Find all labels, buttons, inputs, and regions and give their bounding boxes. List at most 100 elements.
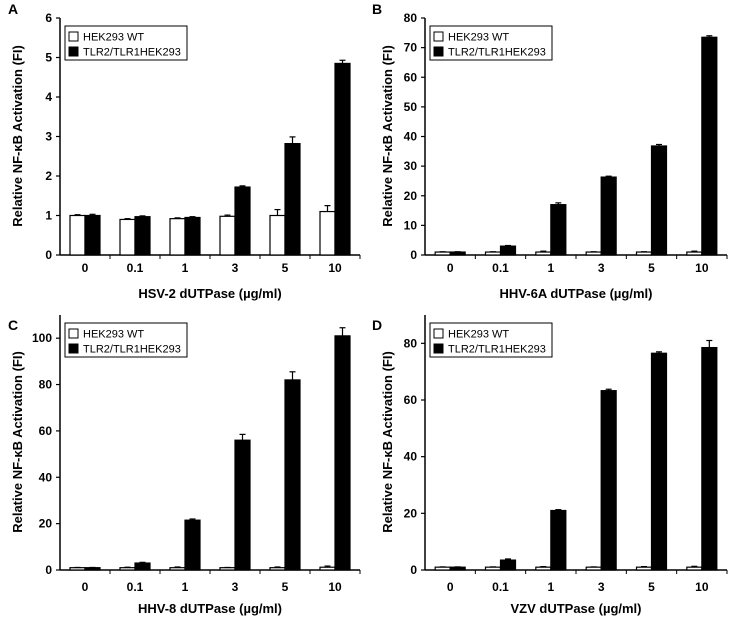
y-tick-label: 3 xyxy=(45,130,52,144)
legend-label: HEK293 WT xyxy=(448,329,509,341)
x-tick-label: 0 xyxy=(82,580,89,594)
bar-wt xyxy=(585,566,602,571)
x-axis-label: HHV-6A dUTPase (µg/ml) xyxy=(500,286,653,301)
bar-tlr2 xyxy=(600,390,617,571)
bar-tlr2 xyxy=(234,439,251,571)
bar-tlr2 xyxy=(449,566,466,571)
y-tick-label: 10 xyxy=(404,218,418,232)
y-tick-label: 100 xyxy=(32,331,52,345)
y-tick-label: 80 xyxy=(404,11,418,25)
x-tick-label: 3 xyxy=(598,580,605,594)
legend: HEK293 WT TLR2/TLR1HEK293 xyxy=(64,322,188,358)
y-tick-label: 2 xyxy=(45,169,52,183)
bar-tlr2 xyxy=(334,62,351,256)
bar-tlr2 xyxy=(134,216,151,256)
y-tick-label: 0 xyxy=(410,563,417,577)
x-tick-label: 5 xyxy=(282,261,289,275)
bar-wt xyxy=(585,251,602,256)
y-tick-label: 60 xyxy=(39,424,53,438)
bar-wt xyxy=(535,566,552,571)
legend-box xyxy=(429,322,553,358)
bar-tlr2 xyxy=(184,216,201,256)
legend: HEK293 WT TLR2/TLR1HEK293 xyxy=(429,322,553,358)
x-tick-label: 5 xyxy=(648,580,655,594)
legend-box xyxy=(64,322,188,358)
legend: HEK293 WT TLR2/TLR1HEK293 xyxy=(64,25,188,61)
y-tick-label: 0 xyxy=(45,248,52,262)
legend-swatch xyxy=(68,46,79,57)
y-tick-label: 1 xyxy=(45,209,52,223)
y-tick-label: 4 xyxy=(45,90,52,104)
legend-box xyxy=(429,25,553,61)
y-tick-label: 20 xyxy=(39,517,53,531)
bar-tlr2 xyxy=(284,379,301,571)
bar-wt xyxy=(269,214,286,256)
bar-wt xyxy=(686,251,703,256)
panel-b: B 0 10 20 30 40 50 60 70 80 0 0.1 1 3 5 10 HHV-6A dUTPas… xyxy=(372,1,728,301)
panel-letter: B xyxy=(372,1,382,17)
x-tick-label: 10 xyxy=(695,261,709,275)
bar-tlr2 xyxy=(499,245,517,256)
y-axis-label: Relative NF-κB Activation (FI) xyxy=(10,351,25,533)
bar-wt xyxy=(635,566,653,571)
bar-tlr2 xyxy=(84,214,101,256)
x-tick-label: 3 xyxy=(598,261,605,275)
panel-a: A 0 1 2 3 4 5 6 0 0.1 1 3 5 10 HSV-2 dUTPase (µg/ml) Re… xyxy=(8,1,361,301)
bar-tlr2 xyxy=(550,204,567,256)
x-tick-label: 3 xyxy=(232,261,239,275)
y-tick-label: 20 xyxy=(404,189,418,203)
x-tick-label: 0.1 xyxy=(492,261,509,275)
bar-wt xyxy=(434,251,451,256)
x-tick-label: 1 xyxy=(547,580,554,594)
bar-tlr2 xyxy=(499,559,517,571)
bar-wt xyxy=(535,251,552,256)
x-tick-label: 0.1 xyxy=(492,580,509,594)
x-tick-label: 0 xyxy=(447,580,454,594)
y-tick-label: 40 xyxy=(39,470,53,484)
bar-wt xyxy=(434,566,451,571)
bar-tlr2 xyxy=(134,562,151,571)
legend-swatch xyxy=(68,31,79,42)
x-tick-label: 3 xyxy=(232,580,239,594)
y-axis-label: Relative NF-κB Activation (FI) xyxy=(380,45,395,227)
y-tick-label: 0 xyxy=(45,563,52,577)
bar-wt xyxy=(219,215,236,256)
bar-tlr2 xyxy=(550,509,567,571)
x-tick-label: 0 xyxy=(447,261,454,275)
x-tick-label: 10 xyxy=(328,580,342,594)
bar-tlr2 xyxy=(184,519,201,571)
bar-tlr2 xyxy=(650,145,668,256)
panel-letter: A xyxy=(8,1,18,17)
x-tick-label: 1 xyxy=(182,580,189,594)
y-tick-label: 60 xyxy=(404,70,418,84)
legend-label: HEK293 WT xyxy=(83,329,144,341)
x-axis-label: VZV dUTPase (µg/ml) xyxy=(510,601,641,616)
bar-wt xyxy=(686,566,703,571)
y-tick-label: 6 xyxy=(45,11,52,25)
bar-wt xyxy=(635,251,653,256)
x-axis-label: HSV-2 dUTPase (µg/ml) xyxy=(138,286,281,301)
x-axis-label: HHV-8 dUTPase (µg/ml) xyxy=(138,601,282,616)
x-tick-label: 1 xyxy=(547,261,554,275)
bar-tlr2 xyxy=(701,36,718,256)
y-tick-label: 80 xyxy=(39,378,53,392)
legend: HEK293 WT TLR2/TLR1HEK293 xyxy=(429,25,553,61)
bar-wt xyxy=(319,210,336,256)
legend-label: TLR2/TLR1HEK293 xyxy=(448,344,546,356)
bar-tlr2 xyxy=(234,186,251,256)
y-tick-label: 80 xyxy=(404,336,418,350)
bar-wt xyxy=(69,214,86,256)
bar-tlr2 xyxy=(650,352,668,571)
y-axis-label: Relative NF-κB Activation (FI) xyxy=(380,351,395,533)
bar-tlr2 xyxy=(449,251,466,256)
bar-wt xyxy=(119,567,136,571)
y-tick-label: 70 xyxy=(404,41,418,55)
y-tick-label: 20 xyxy=(404,506,418,520)
y-tick-label: 40 xyxy=(404,130,418,144)
y-tick-label: 40 xyxy=(404,450,418,464)
y-tick-label: 5 xyxy=(45,51,52,65)
x-tick-label: 10 xyxy=(695,580,709,594)
y-tick-label: 0 xyxy=(410,248,417,262)
legend-label: TLR2/TLR1HEK293 xyxy=(83,344,181,356)
bar-wt xyxy=(319,566,336,571)
